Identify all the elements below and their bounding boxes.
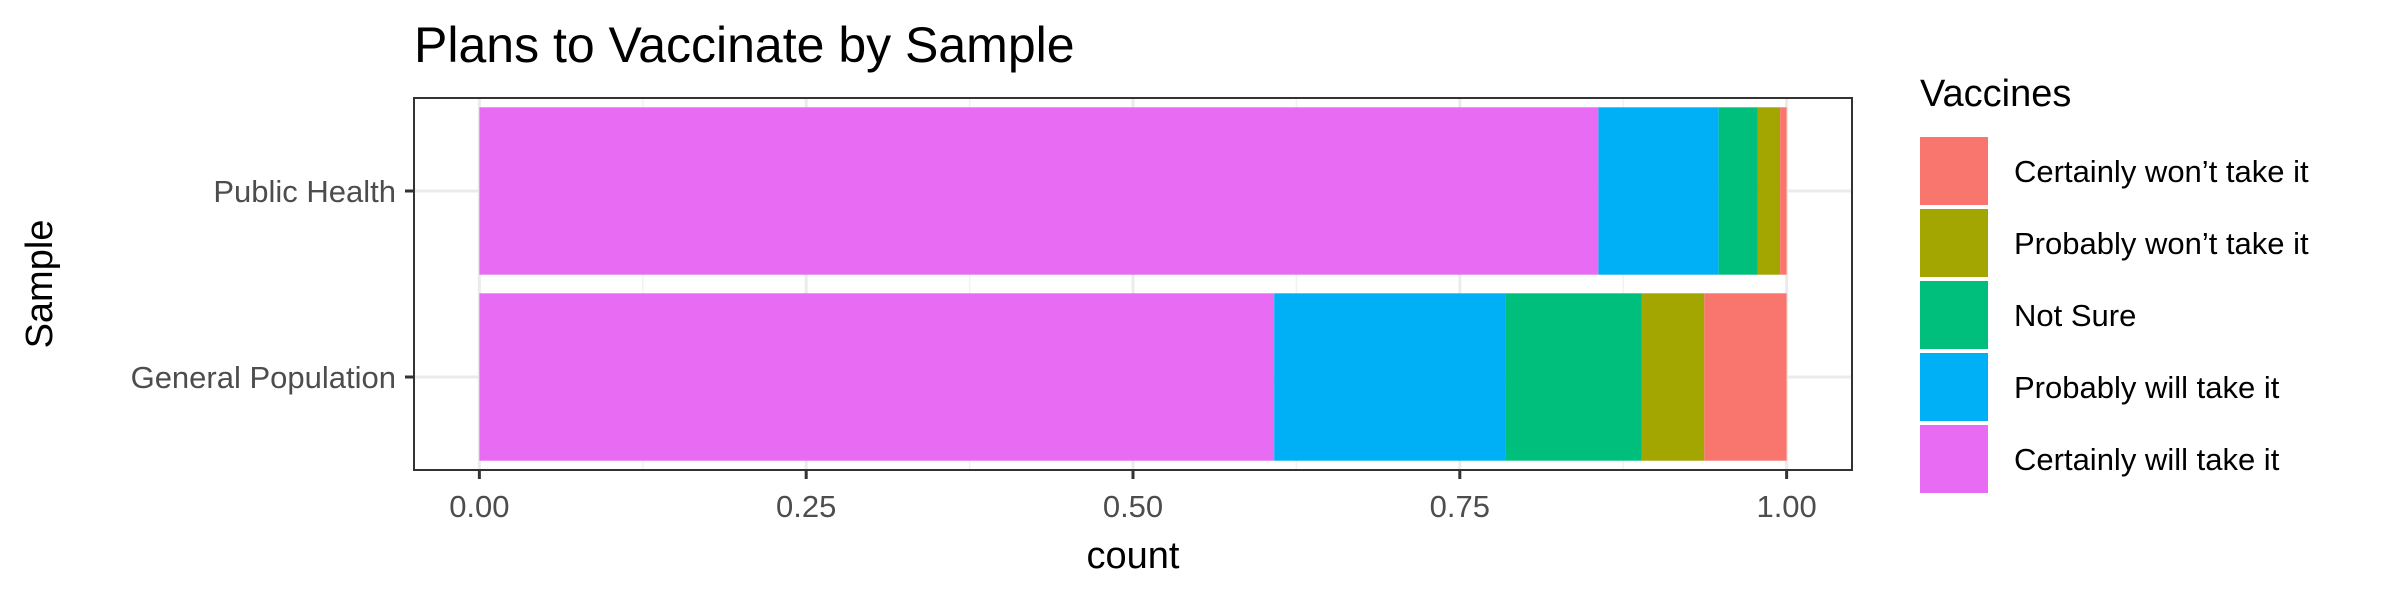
bar-general-population-probably-will-take-it <box>1274 293 1506 461</box>
y-tick-label: General Population <box>131 360 396 395</box>
legend-label-not-sure: Not Sure <box>2014 298 2136 333</box>
y-tick-label: Public Health <box>213 174 396 209</box>
bar-public-health-certainly-won-t-take-it <box>1780 107 1787 275</box>
legend-key-probably-won-t-take-it <box>1920 209 1988 277</box>
y-axis: Public Health General Population <box>131 174 414 395</box>
x-tick-label: 0.75 <box>1430 489 1490 524</box>
chart-title: Plans to Vaccinate by Sample <box>414 17 1075 73</box>
x-tick-label: 0.50 <box>1103 489 1163 524</box>
legend: Vaccines Certainly won’t take it Probably… <box>1920 73 2309 493</box>
bar-public-health-not-sure <box>1718 107 1758 275</box>
legend-title: Vaccines <box>1920 73 2071 115</box>
legend-key-certainly-will-take-it <box>1920 425 1988 493</box>
x-tick-label: 1.00 <box>1756 489 1816 524</box>
bar-public-health-probably-won-t-take-it <box>1757 107 1781 275</box>
y-axis-title: Sample <box>19 220 61 349</box>
x-axis: 0.00 0.25 0.50 0.75 1.00 <box>449 470 1817 524</box>
x-axis-title: count <box>1087 535 1180 577</box>
bar-general-population-certainly-will-take-it <box>479 293 1275 461</box>
bar-public-health-certainly-will-take-it <box>479 107 1599 275</box>
legend-label-certainly-won-t-take-it: Certainly won’t take it <box>2014 154 2309 189</box>
x-tick-label: 0.25 <box>776 489 836 524</box>
legend-items: Certainly won’t take it Probably won’t ta… <box>1920 137 2309 493</box>
bar-public-health-probably-will-take-it <box>1598 107 1719 275</box>
bar-general-population-certainly-won-t-take-it <box>1704 293 1787 461</box>
legend-key-not-sure <box>1920 281 1988 349</box>
legend-label-probably-will-take-it: Probably will take it <box>2014 370 2280 405</box>
legend-label-probably-won-t-take-it: Probably won’t take it <box>2014 226 2309 261</box>
legend-key-probably-will-take-it <box>1920 353 1988 421</box>
legend-key-certainly-won-t-take-it <box>1920 137 1988 205</box>
legend-label-certainly-will-take-it: Certainly will take it <box>2014 442 2280 477</box>
x-tick-label: 0.00 <box>449 489 509 524</box>
bar-general-population-probably-won-t-take-it <box>1641 293 1705 461</box>
bar-general-population-not-sure <box>1505 293 1642 461</box>
bar-segments <box>479 107 1787 461</box>
plot-panel <box>413 97 1853 471</box>
